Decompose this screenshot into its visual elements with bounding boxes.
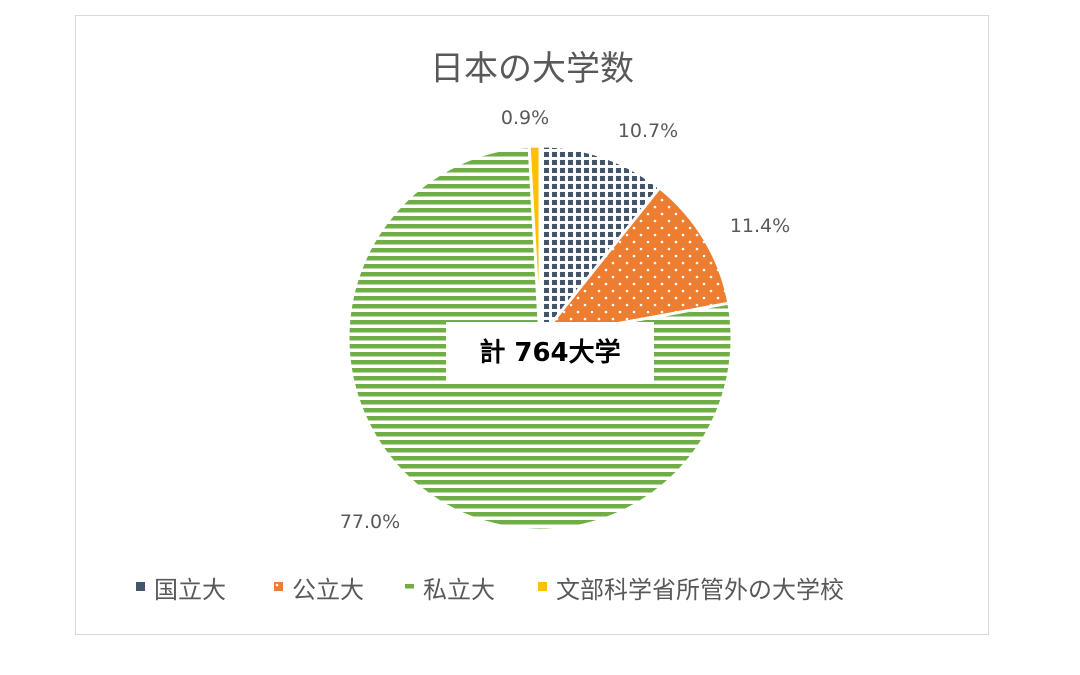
legend-label-1: 国立大 [154, 576, 226, 604]
legend-swatch-2 [274, 582, 283, 591]
legend-label-2: 公立大 [292, 576, 364, 604]
legend-item-2: 公立大 [274, 576, 364, 604]
total-box: 計 764大学 [446, 322, 654, 382]
legend-swatch-4 [538, 582, 547, 591]
pie-slice-2 [536, 185, 731, 341]
legend-swatch-1 [136, 582, 145, 591]
pie-slice-4 [527, 144, 542, 339]
legend-item-3: 私立大 [405, 576, 495, 604]
slice-label-3: 77.0% [340, 511, 400, 533]
legend-swatch-3 [405, 582, 414, 591]
legend-label-3: 私立大 [423, 576, 495, 604]
slice-label-2: 11.4% [730, 215, 790, 237]
legend-item-1: 国立大 [136, 576, 226, 604]
legend: 国立大 公立大 私立大 文部科学省所管外の大学校 [136, 576, 844, 604]
legend-label-4: 文部科学省所管外の大学校 [556, 576, 844, 604]
slice-label-4: 0.9% [501, 107, 549, 129]
pie-slice-1 [538, 144, 662, 343]
legend-item-4: 文部科学省所管外の大学校 [538, 576, 844, 604]
pie-labels: 10.7% 11.4% 77.0% 0.9% [340, 107, 790, 533]
total-label: 計 764大学 [479, 337, 620, 368]
slice-label-1: 10.7% [618, 120, 678, 142]
chart-title: 日本の大学数 [430, 49, 634, 89]
